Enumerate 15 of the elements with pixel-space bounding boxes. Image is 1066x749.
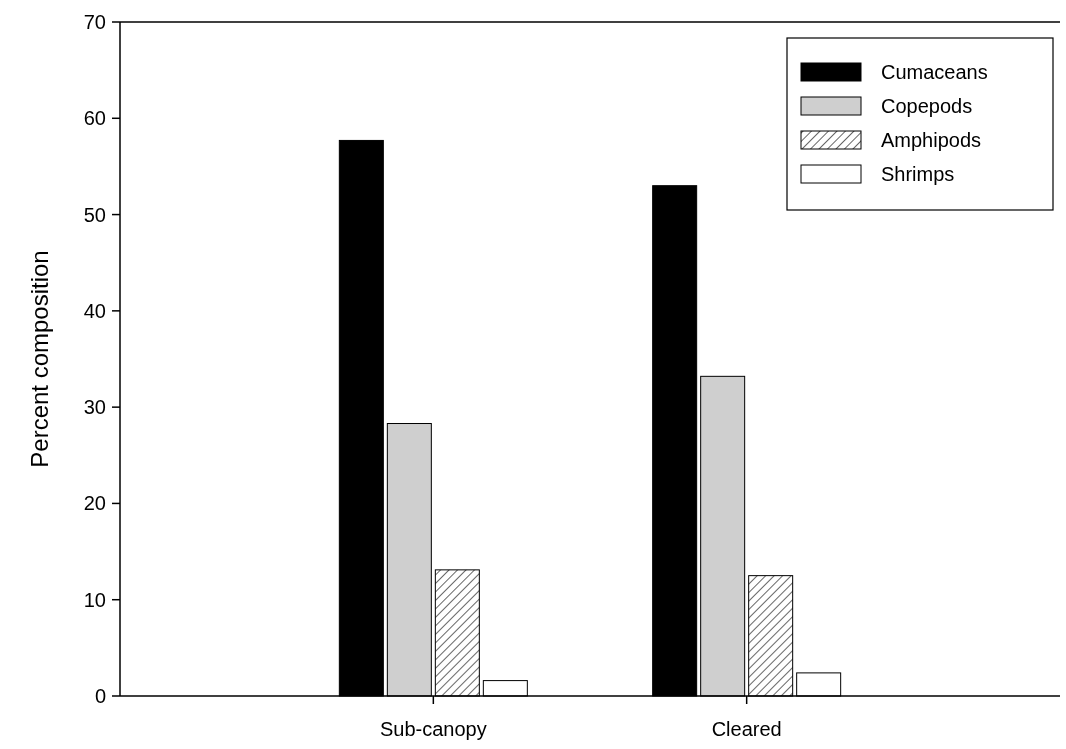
y-tick-label: 20 xyxy=(83,492,106,515)
y-axis-title: Percent composition xyxy=(26,250,53,468)
legend-label: Amphipods xyxy=(881,129,982,151)
y-tick-label: 40 xyxy=(83,299,106,322)
legend-label: Shrimps xyxy=(881,163,955,185)
y-tick-label: 50 xyxy=(83,203,106,226)
y-tick-label: 30 xyxy=(83,396,106,419)
y-tick-label: 0 xyxy=(94,685,106,707)
x-tick-label: Cleared xyxy=(711,718,782,740)
y-tick-label: 70 xyxy=(83,11,106,33)
y-tick-label: 10 xyxy=(83,588,106,611)
y-tick-label: 60 xyxy=(83,107,106,130)
x-tick-label: Sub-canopy xyxy=(379,718,487,740)
legend-label: Cumaceans xyxy=(881,61,988,83)
legend-label: Copepods xyxy=(881,95,973,117)
